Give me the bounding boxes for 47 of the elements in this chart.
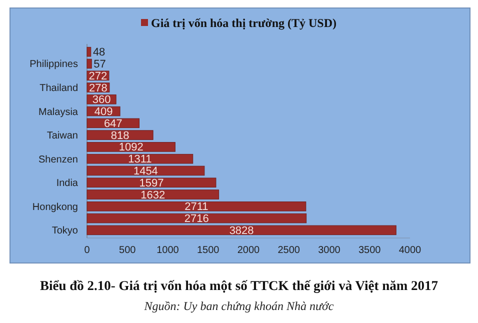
bar bbox=[86, 142, 176, 152]
data-label: 48 bbox=[92, 46, 106, 59]
x-tick-label: 0 bbox=[84, 245, 90, 256]
data-label: 57 bbox=[94, 58, 106, 71]
data-label: 2716 bbox=[184, 213, 209, 226]
bar bbox=[86, 58, 92, 69]
data-label: 3828 bbox=[229, 224, 254, 237]
data-label: 1092 bbox=[118, 142, 144, 154]
x-tick-label: 2500 bbox=[278, 245, 300, 256]
bar bbox=[86, 213, 307, 224]
bar bbox=[86, 130, 154, 140]
data-label: 409 bbox=[94, 106, 113, 118]
x-tick-label: 1500 bbox=[197, 245, 220, 256]
data-label: 1632 bbox=[140, 189, 166, 202]
data-label: 1454 bbox=[133, 166, 158, 178]
bar bbox=[86, 225, 396, 236]
y-tick-label: Malaysia bbox=[38, 106, 78, 118]
bar bbox=[86, 202, 306, 212]
bar bbox=[86, 178, 216, 188]
y-tick-label: Hongkong bbox=[32, 202, 78, 213]
bar bbox=[86, 190, 220, 200]
y-tick-label: India bbox=[56, 178, 78, 190]
bar bbox=[86, 166, 205, 176]
y-tick-label: Tokyo bbox=[52, 226, 78, 237]
data-label: 818 bbox=[110, 130, 130, 142]
x-tick-label: 500 bbox=[119, 245, 136, 256]
legend-label: Giá trị vốn hóa thị trường (Tỷ USD) bbox=[151, 16, 337, 30]
x-tick-label: 3000 bbox=[318, 245, 341, 256]
data-label: 278 bbox=[89, 82, 108, 94]
data-label: 2711 bbox=[184, 201, 208, 214]
y-tick-label: Philippines bbox=[30, 59, 78, 70]
x-tick-label: 1000 bbox=[156, 245, 180, 256]
x-tick-label: 4000 bbox=[398, 245, 422, 256]
y-tick-label: Thailand bbox=[40, 82, 78, 94]
x-tick-label: 2000 bbox=[237, 245, 260, 256]
text: Nguồn: Uy ban chứng khoán Nhà nước bbox=[143, 299, 334, 313]
bar bbox=[86, 154, 194, 164]
data-label: 647 bbox=[104, 118, 122, 130]
data-label: 272 bbox=[88, 70, 108, 82]
bar bbox=[86, 46, 92, 57]
data-label: 1311 bbox=[128, 154, 152, 166]
y-tick-label: Taiwan bbox=[46, 130, 78, 142]
y-tick-label: Shenzen bbox=[38, 154, 78, 166]
text: Biểu đồ 2.10- Giá trị vốn hóa một số TTCK thế giới và Việt năm 2017 bbox=[40, 278, 438, 293]
x-tick-label: 3500 bbox=[358, 245, 382, 256]
data-label: 1597 bbox=[139, 177, 164, 190]
data-label: 360 bbox=[92, 94, 111, 106]
